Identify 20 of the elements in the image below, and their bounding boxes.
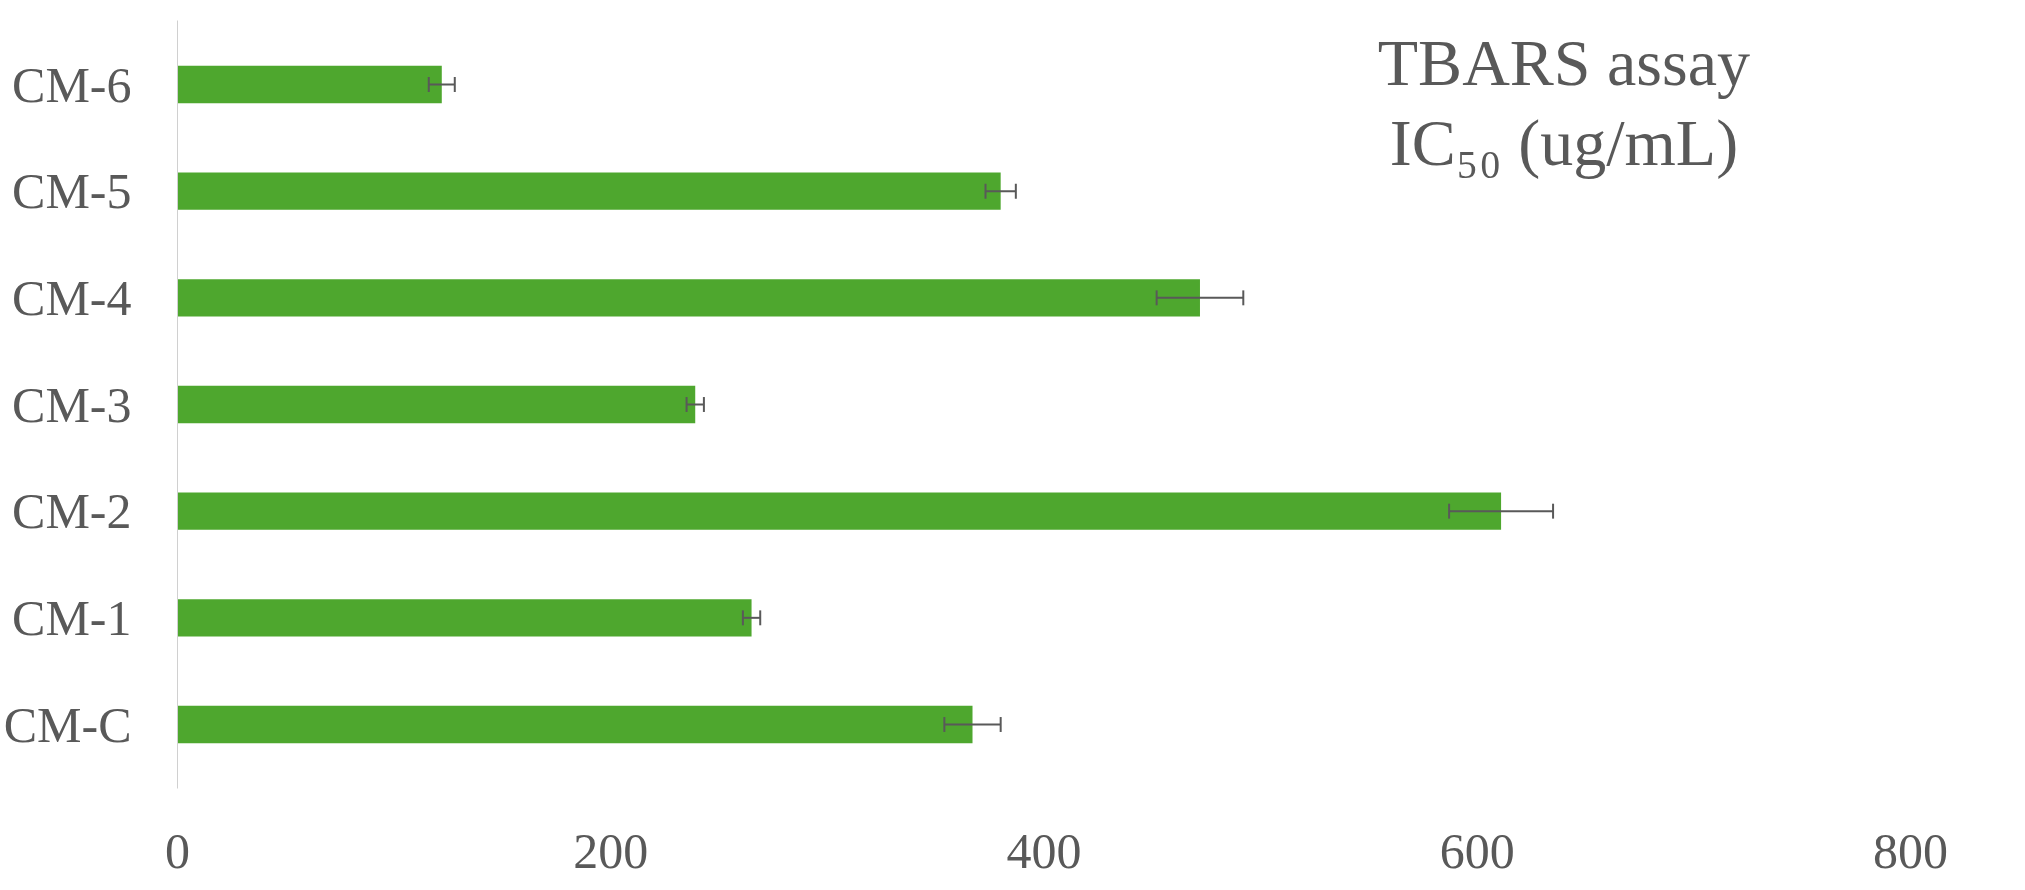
y-tick-label: CM-1	[12, 589, 132, 646]
y-tick-label: CM-5	[12, 163, 132, 220]
bar	[177, 599, 752, 637]
bar	[177, 65, 442, 104]
y-tick-label: CM-3	[12, 376, 132, 433]
bar	[177, 492, 1502, 530]
y-tick-label: CM-4	[12, 269, 132, 326]
text: TBARS assay IC₅₀ (ug/mL)	[1377, 25, 1750, 181]
bar	[177, 279, 1200, 317]
y-tick-label: CM-C	[3, 696, 132, 753]
bar	[177, 385, 696, 424]
bar	[177, 705, 973, 744]
x-tick-label: 200	[573, 822, 649, 879]
x-tick-label: 0	[165, 822, 190, 879]
x-tick-label: 800	[1873, 822, 1948, 879]
x-tick-label: 600	[1439, 822, 1515, 879]
y-tick-label: CM-6	[12, 56, 132, 113]
bar	[177, 172, 1001, 210]
x-tick-label: 400	[1006, 822, 1082, 879]
y-tick-label: CM-2	[12, 483, 132, 540]
